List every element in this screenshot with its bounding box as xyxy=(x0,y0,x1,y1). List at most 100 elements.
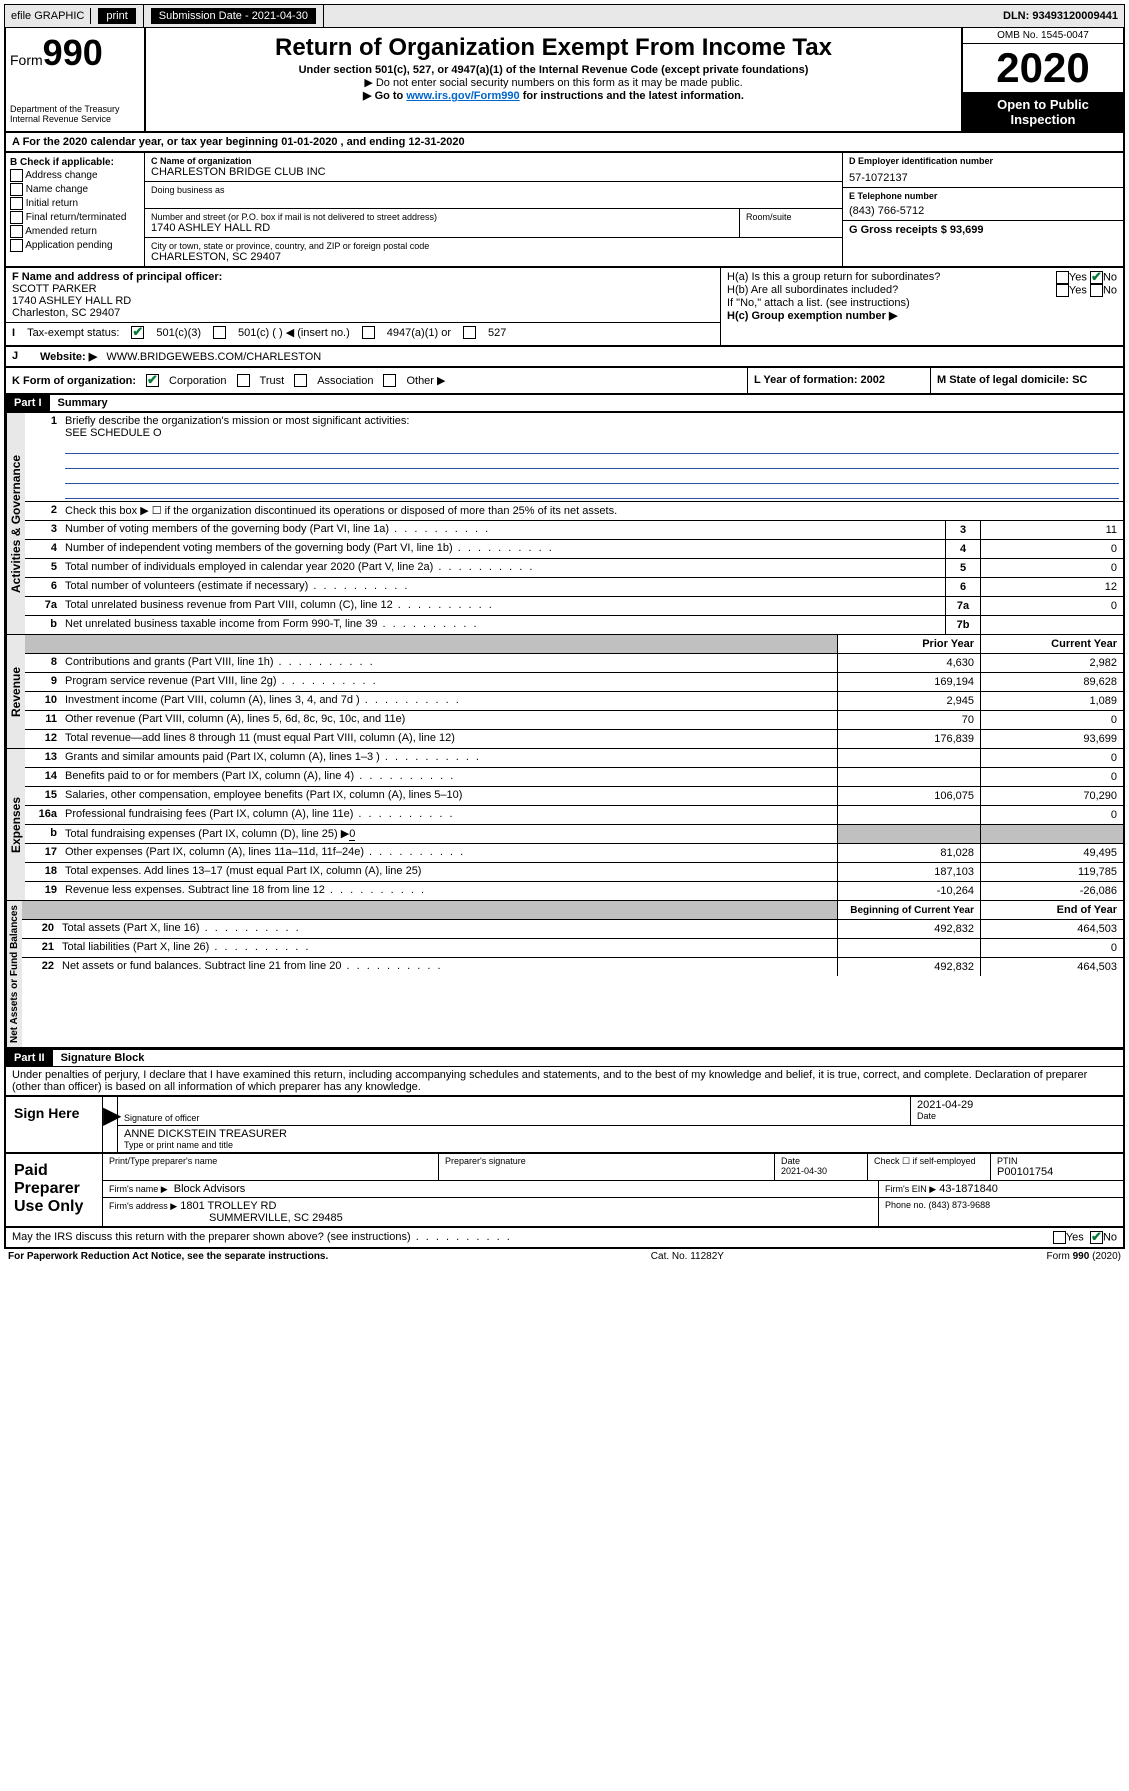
footer-left: For Paperwork Reduction Act Notice, see … xyxy=(8,1251,328,1262)
section-net-assets: Net Assets or Fund Balances Beginning of… xyxy=(6,900,1123,1047)
hdr-current-year: Current Year xyxy=(980,635,1123,653)
l15-text: Salaries, other compensation, employee b… xyxy=(61,787,837,805)
firm-ein: 43-1871840 xyxy=(939,1183,998,1195)
discuss-text: May the IRS discuss this return with the… xyxy=(6,1228,1047,1247)
form-header: Form990 Department of the Treasury Inter… xyxy=(4,28,1125,133)
print-button[interactable]: print xyxy=(98,8,135,24)
chk-other[interactable] xyxy=(383,374,396,387)
b-label: B Check if applicable: xyxy=(10,157,140,168)
l12-text: Total revenue—add lines 8 through 11 (mu… xyxy=(61,730,837,748)
klm-row: K Form of organization: Corporation Trus… xyxy=(4,368,1125,395)
l22-prior: 492,832 xyxy=(837,958,980,976)
dln-label: DLN: 93493120009441 xyxy=(997,8,1124,24)
chk-final-return[interactable]: Final return/terminated xyxy=(10,211,140,224)
top-bar: efile GRAPHIC print Submission Date - 20… xyxy=(4,4,1125,28)
city-label: City or town, state or province, country… xyxy=(151,241,836,251)
l6-text: Total number of volunteers (estimate if … xyxy=(61,578,945,596)
submission-date-button[interactable]: Submission Date - 2021-04-30 xyxy=(151,8,316,24)
l13-text: Grants and similar amounts paid (Part IX… xyxy=(61,749,837,767)
e-label: E Telephone number xyxy=(849,191,1117,201)
firm-addr1: 1801 TROLLEY RD xyxy=(180,1200,276,1212)
chk-initial-return[interactable]: Initial return xyxy=(10,197,140,210)
dept-irs: Internal Revenue Service xyxy=(10,114,140,124)
part1-subtitle: Summary xyxy=(50,395,116,411)
chk-4947[interactable] xyxy=(362,326,375,339)
l9-prior: 169,194 xyxy=(837,673,980,691)
l20-curr: 464,503 xyxy=(980,920,1123,938)
perjury-text: Under penalties of perjury, I declare th… xyxy=(6,1067,1123,1095)
f-h-block: F Name and address of principal officer:… xyxy=(4,268,1125,347)
firm-addr2: SUMMERVILLE, SC 29485 xyxy=(109,1212,872,1224)
ha-label: H(a) Is this a group return for subordin… xyxy=(727,271,940,284)
footer: For Paperwork Reduction Act Notice, see … xyxy=(4,1249,1125,1264)
l3-text: Number of voting members of the governin… xyxy=(61,521,945,539)
l14-prior xyxy=(837,768,980,786)
l22-text: Net assets or fund balances. Subtract li… xyxy=(58,958,837,976)
irs-link[interactable]: www.irs.gov/Form990 xyxy=(406,90,519,102)
l22-curr: 464,503 xyxy=(980,958,1123,976)
vlabel-governance: Activities & Governance xyxy=(6,413,25,634)
f-officer: F Name and address of principal officer:… xyxy=(6,268,721,345)
prep-date-label: Date xyxy=(781,1156,861,1166)
l2-text: Check this box ▶ ☐ if the organization d… xyxy=(61,502,1123,520)
j-website-row: J Website: ▶ WWW.BRIDGEWEBS.COM/CHARLEST… xyxy=(4,347,1125,368)
firm-addr-label: Firm's address ▶ xyxy=(109,1201,177,1211)
chk-corporation[interactable] xyxy=(146,374,159,387)
l16b-curr xyxy=(980,825,1123,843)
hb-yes[interactable] xyxy=(1056,284,1069,297)
chk-application-pending[interactable]: Application pending xyxy=(10,239,140,252)
sig-date-label: Date xyxy=(917,1111,1117,1121)
j-label: Website: ▶ xyxy=(40,351,97,363)
chk-address-change[interactable]: Address change xyxy=(10,169,140,182)
self-employed-check[interactable]: Check ☐ if self-employed xyxy=(868,1154,991,1180)
ha-no[interactable] xyxy=(1090,271,1103,284)
ha-yes[interactable] xyxy=(1056,271,1069,284)
k-org-form: K Form of organization: Corporation Trus… xyxy=(6,368,748,393)
discuss-no[interactable] xyxy=(1090,1231,1103,1244)
officer-addr2: Charleston, SC 29407 xyxy=(12,307,714,319)
room-suite-label: Room/suite xyxy=(740,209,842,237)
l13-prior xyxy=(837,749,980,767)
vlabel-expenses: Expenses xyxy=(6,749,25,900)
chk-trust[interactable] xyxy=(237,374,250,387)
l17-text: Other expenses (Part IX, column (A), lin… xyxy=(61,844,837,862)
hc-label: H(c) Group exemption number ▶ xyxy=(727,309,1117,322)
hdr-prior-year: Prior Year xyxy=(837,635,980,653)
l7a-text: Total unrelated business revenue from Pa… xyxy=(61,597,945,615)
l12-prior: 176,839 xyxy=(837,730,980,748)
l9-curr: 89,628 xyxy=(980,673,1123,691)
org-name: CHARLESTON BRIDGE CLUB INC xyxy=(151,166,836,178)
l12-curr: 93,699 xyxy=(980,730,1123,748)
addr-label: Number and street (or P.O. box if mail i… xyxy=(151,212,733,222)
col-b-checkboxes: B Check if applicable: Address change Na… xyxy=(6,153,145,266)
a-text: A For the 2020 calendar year, or tax yea… xyxy=(6,133,471,151)
open-to-public: Open to Public Inspection xyxy=(963,93,1123,131)
l5-text: Total number of individuals employed in … xyxy=(61,559,945,577)
l10-curr: 1,089 xyxy=(980,692,1123,710)
part1-header: Part I xyxy=(6,395,50,411)
chk-name-change[interactable]: Name change xyxy=(10,183,140,196)
city-state-zip: CHARLESTON, SC 29407 xyxy=(151,251,836,263)
hb-note: If "No," attach a list. (see instruction… xyxy=(727,297,1117,309)
discuss-yes[interactable] xyxy=(1053,1231,1066,1244)
part1: Part I Summary Activities & Governance 1… xyxy=(4,395,1125,1049)
d-label: D Employer identification number xyxy=(849,156,1117,166)
l16a-curr: 0 xyxy=(980,806,1123,824)
i-label: Tax-exempt status: xyxy=(27,327,119,339)
hdr-end-year: End of Year xyxy=(980,901,1123,919)
l18-curr: 119,785 xyxy=(980,863,1123,881)
l11-curr: 0 xyxy=(980,711,1123,729)
f-label: F Name and address of principal officer: xyxy=(12,271,714,283)
city-row: City or town, state or province, country… xyxy=(145,238,842,266)
chk-amended[interactable]: Amended return xyxy=(10,225,140,238)
l4-val: 0 xyxy=(980,540,1123,558)
chk-501c[interactable] xyxy=(213,326,226,339)
paid-preparer-block: Paid Preparer Use Only Print/Type prepar… xyxy=(4,1154,1125,1228)
chk-501c3[interactable] xyxy=(131,326,144,339)
note-ssn: ▶ Do not enter social security numbers o… xyxy=(154,76,953,89)
note-instructions: ▶ Go to www.irs.gov/Form990 for instruct… xyxy=(154,89,953,102)
chk-association[interactable] xyxy=(294,374,307,387)
hb-no[interactable] xyxy=(1090,284,1103,297)
chk-527[interactable] xyxy=(463,326,476,339)
type-name-label: Type or print name and title xyxy=(124,1140,1117,1150)
